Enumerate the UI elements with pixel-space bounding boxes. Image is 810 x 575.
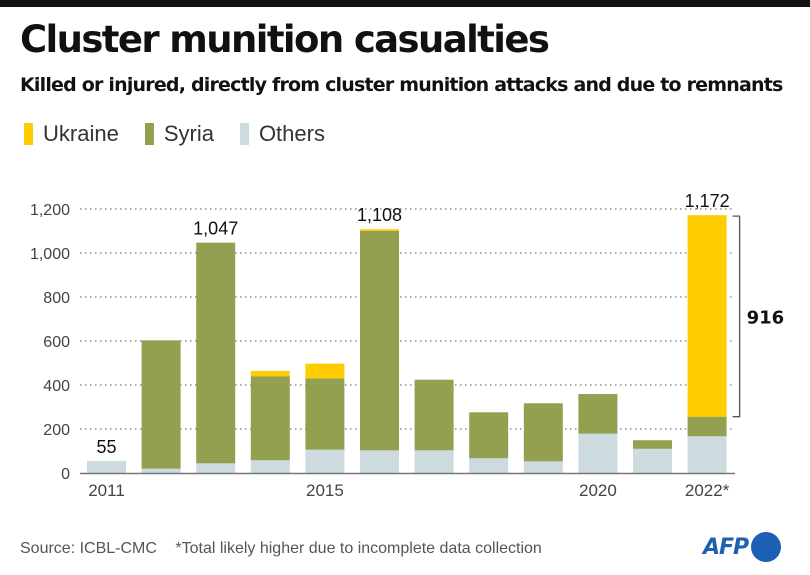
afp-logo-circle-icon — [751, 532, 782, 562]
bar-2015 — [305, 363, 345, 473]
bar-2011 — [87, 460, 126, 473]
bar-segment-syria-2014 — [250, 376, 290, 461]
data-labels: 55 1,047 1,108 1,172 — [96, 191, 729, 457]
bar-segment-syria-2017 — [414, 379, 454, 451]
bar-segment-ukraine-2022 — [687, 215, 727, 417]
bar-segment-others-2021 — [633, 448, 672, 473]
bar-segment-syria-2012 — [141, 340, 181, 469]
bar-segment-syria-2019 — [523, 403, 563, 462]
footnote-text: *Total likely higher due to incomplete d… — [175, 540, 542, 557]
bar-2016 — [360, 229, 399, 473]
bar-segment-syria-2021 — [633, 440, 672, 449]
legend-item-syria: Syria — [144, 121, 214, 147]
y-tick-label-1000: 1,000 — [30, 246, 70, 263]
bar-segment-others-2020 — [578, 433, 618, 473]
bracket-line — [732, 215, 741, 418]
bar-2014 — [250, 370, 290, 473]
bar-segment-syria-2020 — [578, 394, 618, 434]
bar-segment-ukraine-2016 — [360, 229, 399, 231]
bar-segment-others-2017 — [414, 450, 454, 473]
bar-2021 — [633, 440, 672, 473]
bar-segment-others-2014 — [250, 460, 290, 473]
bar-segment-others-2012 — [141, 468, 181, 473]
bar-2018 — [469, 412, 509, 473]
bar-segment-syria-2013 — [196, 242, 236, 464]
afp-logo: AFP — [703, 532, 782, 562]
bar-segment-others-2013 — [196, 463, 236, 473]
y-axis-ticks: 0 200 400 600 800 1,000 1,200 — [30, 202, 70, 483]
bracket-label: 916 — [747, 307, 785, 328]
afp-logo-text: AFP — [703, 534, 749, 560]
annotation-bracket: 916 — [732, 215, 785, 418]
bar-segment-others-2019 — [523, 461, 563, 473]
y-tick-label-800: 800 — [43, 290, 70, 307]
x-tick-label-2011: 2011 — [88, 481, 125, 500]
legend: Ukraine Syria Others — [24, 121, 351, 147]
legend-label-ukraine: Ukraine — [43, 121, 119, 146]
top-bar — [0, 0, 810, 7]
bar-segment-syria-2018 — [469, 412, 509, 459]
data-label-2011: 55 — [96, 437, 116, 457]
y-tick-label-400: 400 — [43, 378, 70, 395]
x-axis-ticks: 2011 2015 2020 2022* — [88, 481, 729, 500]
y-tick-label-200: 200 — [43, 422, 70, 439]
bar-segment-others-2018 — [469, 458, 509, 473]
legend-label-syria: Syria — [163, 121, 214, 146]
bar-segment-syria-2022 — [687, 416, 727, 437]
chart-subtitle: Killed or injured, directly from cluster… — [20, 74, 783, 96]
bar-segment-others-2015 — [305, 449, 345, 473]
bar-segment-syria-2016 — [360, 231, 399, 451]
bar-segment-others-2022 — [687, 436, 727, 473]
bar-2022 — [687, 215, 727, 473]
bar-2013 — [196, 242, 236, 473]
footer: Source: ICBL-CMC *Total likely higher du… — [20, 540, 556, 558]
gridlines — [80, 208, 735, 430]
bar-2019 — [523, 403, 563, 473]
bar-segment-ukraine-2015 — [305, 363, 345, 379]
source-text: Source: ICBL-CMC — [20, 540, 157, 557]
data-label-2022: 1,172 — [685, 191, 730, 211]
bar-segment-ukraine-2014 — [250, 370, 290, 377]
legend-item-others: Others — [239, 121, 325, 147]
data-label-2016: 1,108 — [357, 205, 402, 225]
y-tick-label-1200: 1,200 — [30, 202, 70, 219]
chart-title: Cluster munition casualties — [20, 18, 550, 61]
bar-segment-others-2016 — [360, 450, 399, 473]
bar-segment-others-2011 — [87, 460, 126, 473]
legend-item-ukraine: Ukraine — [24, 121, 119, 147]
bar-2017 — [414, 379, 454, 473]
legend-swatch-syria — [144, 123, 154, 145]
legend-swatch-others — [239, 123, 249, 145]
bars — [87, 215, 727, 473]
x-tick-label-2015: 2015 — [306, 481, 344, 500]
bar-2020 — [578, 394, 618, 473]
y-tick-label-0: 0 — [61, 466, 70, 483]
bar-segment-syria-2015 — [305, 378, 345, 450]
data-label-2013: 1,047 — [193, 219, 238, 239]
x-tick-label-2020: 2020 — [579, 481, 617, 500]
x-tick-label-2022: 2022* — [685, 481, 730, 500]
y-tick-label-600: 600 — [43, 334, 70, 351]
legend-swatch-ukraine — [24, 123, 33, 145]
bar-2012 — [141, 340, 181, 473]
legend-label-others: Others — [258, 121, 325, 146]
